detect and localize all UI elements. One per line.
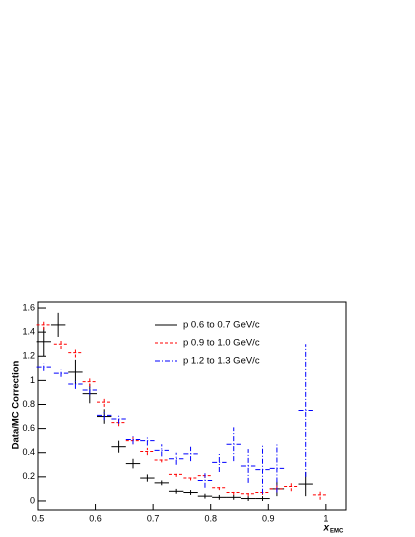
y-tick-label: 0.8 bbox=[22, 399, 35, 409]
y-tick-label: 0.2 bbox=[22, 471, 35, 481]
x-tick-label: 0.6 bbox=[89, 513, 102, 523]
x-tick-label: 0.5 bbox=[32, 513, 45, 523]
x-axis-title: x bbox=[322, 523, 329, 534]
y-tick-label: 1 bbox=[30, 375, 35, 385]
y-tick-label: 1.2 bbox=[22, 351, 35, 361]
y-tick-label: 0.6 bbox=[22, 423, 35, 433]
y-tick-label: 0 bbox=[30, 495, 35, 505]
y-tick-label: 0.4 bbox=[22, 447, 35, 457]
legend-label: p 0.9 to 1.0 GeV/c bbox=[183, 338, 260, 349]
y-axis-title: Data/MC Correction bbox=[11, 360, 22, 449]
legend-label: p 0.6 to 0.7 GeV/c bbox=[183, 320, 260, 331]
x-axis-title-subscript: EMC bbox=[330, 529, 344, 535]
x-tick-label: 1 bbox=[323, 513, 328, 523]
y-tick-label: 1.4 bbox=[22, 327, 35, 337]
x-tick-label: 0.7 bbox=[147, 513, 160, 523]
y-tick-label: 1.6 bbox=[22, 302, 35, 312]
x-tick-label: 0.8 bbox=[204, 513, 217, 523]
plot-frame bbox=[37, 301, 347, 511]
legend-label: p 1.2 to 1.3 GeV/c bbox=[183, 356, 260, 367]
x-tick-label: 0.9 bbox=[262, 513, 275, 523]
